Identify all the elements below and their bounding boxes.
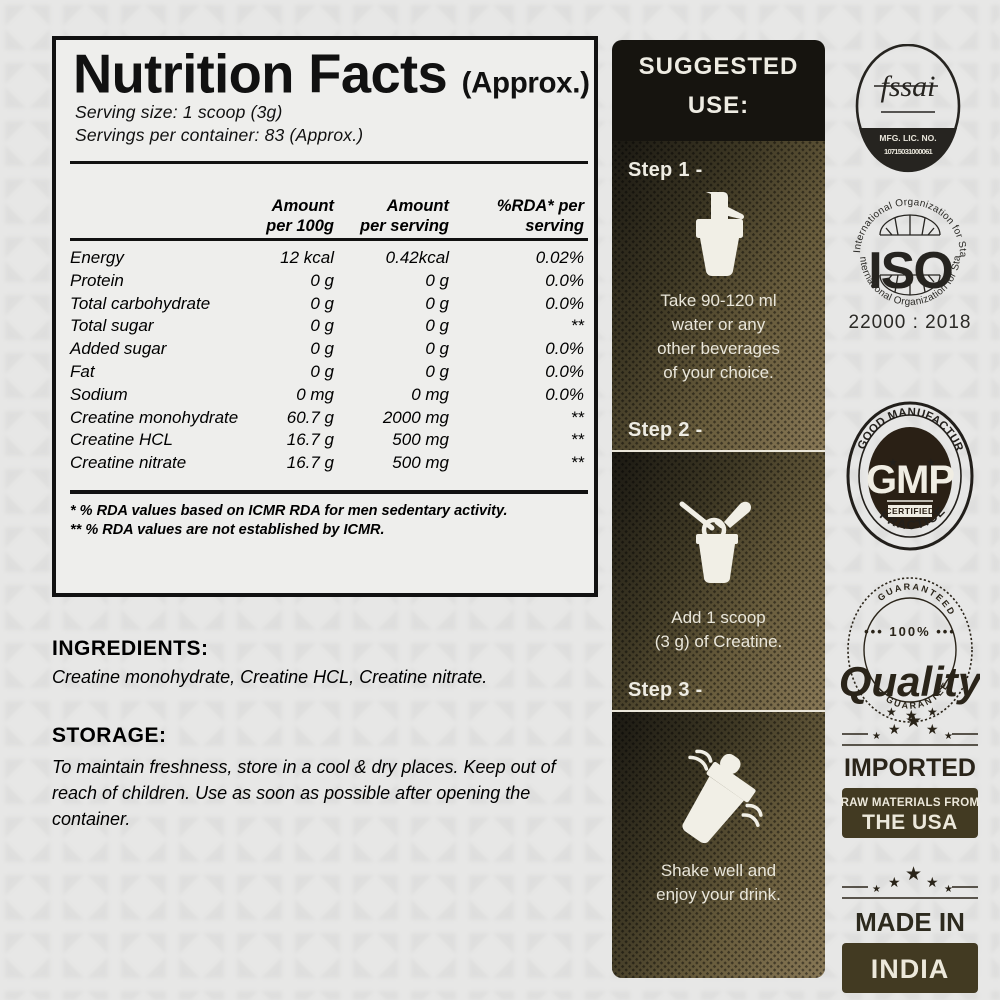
svg-text:CERTIFIED: CERTIFIED [885, 506, 934, 516]
svg-text:22000 : 2018: 22000 : 2018 [849, 312, 972, 333]
svg-text:★: ★ [926, 721, 939, 737]
svg-text:10715031000061: 10715031000061 [884, 147, 934, 156]
svg-text:★: ★ [872, 884, 881, 895]
svg-text:★: ★ [905, 712, 922, 732]
svg-text:Quality: Quality [840, 658, 980, 706]
svg-text:★: ★ [944, 731, 953, 742]
svg-text:THE USA: THE USA [862, 811, 958, 834]
svg-text:••• 100% •••: ••• 100% ••• [864, 624, 956, 639]
svg-text:INDIA: INDIA [871, 954, 950, 984]
svg-text:GMP: GMP [866, 458, 954, 502]
svg-text:★: ★ [905, 865, 922, 885]
svg-text:MFG. LIC. NO.: MFG. LIC. NO. [879, 133, 936, 143]
svg-text:★: ★ [872, 731, 881, 742]
svg-text:★: ★ [944, 884, 953, 895]
svg-text:★: ★ [888, 721, 901, 737]
svg-text:IMPORTED: IMPORTED [844, 754, 976, 782]
svg-text:GUARANTEED: GUARANTEED [876, 582, 958, 618]
svg-text:★: ★ [926, 874, 939, 890]
svg-text:MADE IN: MADE IN [855, 907, 965, 937]
svg-text:RAW MATERIALS FROM: RAW MATERIALS FROM [841, 797, 980, 809]
svg-text:★: ★ [888, 874, 901, 890]
